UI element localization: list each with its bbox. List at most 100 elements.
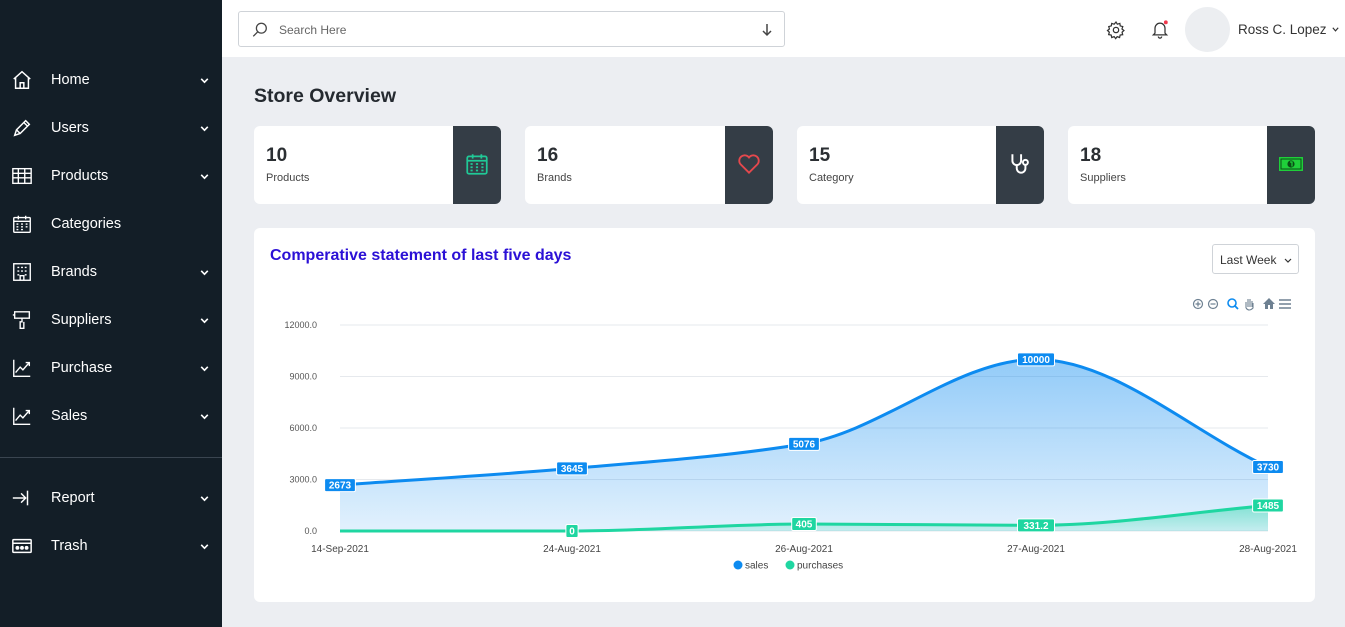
svg-text:0: 0 xyxy=(569,527,575,538)
data-label: 5076 xyxy=(788,436,820,451)
sidebar-item-purchase[interactable]: Purchase xyxy=(0,348,222,388)
chevron-down-icon xyxy=(200,174,209,180)
search-input[interactable] xyxy=(279,20,739,40)
zoom-out-icon[interactable] xyxy=(1207,298,1219,310)
gear-icon[interactable] xyxy=(1106,20,1126,40)
y-tick-label: 12000.0 xyxy=(284,320,317,330)
heart-icon xyxy=(738,154,760,174)
chevron-down-icon[interactable] xyxy=(1331,25,1340,34)
stat-label: Products xyxy=(266,172,310,184)
sidebar-item-home[interactable]: Home xyxy=(0,60,222,100)
x-tick-label: 14-Sep-2021 xyxy=(311,544,369,555)
x-axis-ticks: 14-Sep-2021 24-Aug-2021 26-Aug-2021 27-Aug-… xyxy=(311,544,1297,555)
chevron-down-icon xyxy=(200,78,209,84)
chart-toolbar xyxy=(1192,298,1291,311)
stat-label: Category xyxy=(809,172,854,184)
legend-item-purchases[interactable]: purchases xyxy=(785,560,844,572)
sidebar-item-users[interactable]: Users xyxy=(0,108,222,148)
svg-text:3730: 3730 xyxy=(1257,463,1280,474)
stat-card-products[interactable]: 10 Products xyxy=(254,126,501,204)
home-reset-icon[interactable] xyxy=(1263,298,1275,309)
table-icon xyxy=(12,167,32,185)
data-label: 10000 xyxy=(1017,352,1055,367)
zoom-selection-icon[interactable] xyxy=(1227,298,1239,310)
chevron-down-icon xyxy=(200,496,209,502)
paint-roller-icon xyxy=(12,311,31,329)
sidebar-item-categories[interactable]: Categories xyxy=(0,204,222,244)
range-select[interactable]: Last Week xyxy=(1212,244,1299,274)
data-label: 3645 xyxy=(556,461,588,476)
stat-label: Suppliers xyxy=(1080,172,1126,184)
chevron-down-icon xyxy=(200,366,209,372)
money-icon xyxy=(1279,157,1303,171)
y-tick-label: 0.0 xyxy=(304,526,317,536)
chart-data-labels: 2673 3645 5076 10000 3730 0 405 331.2 1485 xyxy=(324,352,1284,538)
chart-title: Comperative statement of last five days xyxy=(270,247,572,264)
pan-hand-icon[interactable] xyxy=(1245,299,1254,311)
stat-card-brands[interactable]: 16 Brands xyxy=(525,126,773,204)
zoom-in-icon[interactable] xyxy=(1192,298,1204,310)
bell-icon[interactable] xyxy=(1150,19,1170,39)
y-tick-label: 3000.0 xyxy=(289,475,317,485)
trend-up-icon xyxy=(13,407,31,425)
chevron-down-icon xyxy=(200,414,209,420)
sidebar-item-label: Report xyxy=(51,490,95,506)
stat-label: Brands xyxy=(537,172,572,184)
chart-legend[interactable]: sales purchases xyxy=(733,560,844,572)
stat-value: 18 xyxy=(1080,145,1102,166)
dots-box-icon xyxy=(12,538,32,554)
stat-card-category[interactable]: 15 Category xyxy=(797,126,1044,204)
building-icon xyxy=(13,263,31,281)
svg-text:5076: 5076 xyxy=(793,439,816,450)
chevron-down-icon xyxy=(200,270,209,276)
data-label: 1485 xyxy=(1252,498,1284,513)
legend-item-sales[interactable]: sales xyxy=(733,560,769,572)
user-name[interactable]: Ross C. Lopez xyxy=(1238,22,1327,37)
calendar-icon xyxy=(466,154,488,175)
data-label: 3730 xyxy=(1252,459,1284,474)
data-label: 2673 xyxy=(324,478,356,493)
top-header: Ross C. Lopez xyxy=(222,0,1345,57)
menu-icon[interactable] xyxy=(1279,299,1291,309)
sidebar-item-label: Products xyxy=(51,168,109,184)
chevron-down-icon xyxy=(1284,258,1292,263)
stat-icon-box xyxy=(453,126,501,204)
svg-text:331.2: 331.2 xyxy=(1023,521,1048,532)
search-icon xyxy=(252,22,267,37)
sidebar-item-label: Home xyxy=(51,72,90,88)
home-icon xyxy=(13,70,31,89)
svg-text:10000: 10000 xyxy=(1022,355,1050,366)
stat-value: 10 xyxy=(266,145,288,166)
y-tick-label: 9000.0 xyxy=(289,372,317,382)
sidebar: Home Users Products Categories Brands Su… xyxy=(0,0,222,627)
stat-icon-box xyxy=(1267,126,1315,204)
sign-in-arrow-icon xyxy=(12,490,29,506)
sidebar-item-brands[interactable]: Brands xyxy=(0,252,222,292)
sidebar-item-products[interactable]: Products xyxy=(0,156,222,196)
sidebar-item-trash[interactable]: Trash xyxy=(0,526,222,566)
sidebar-item-label: Purchase xyxy=(51,360,113,376)
x-tick-label: 26-Aug-2021 xyxy=(775,544,833,555)
y-tick-label: 6000.0 xyxy=(289,423,317,433)
stat-icon-box xyxy=(996,126,1044,204)
sidebar-divider xyxy=(0,457,222,458)
sidebar-item-label: Sales xyxy=(51,408,88,424)
sidebar-item-label: Suppliers xyxy=(51,312,112,328)
data-label: 405 xyxy=(791,517,817,532)
data-label: 0 xyxy=(565,524,579,538)
down-arrow-icon[interactable] xyxy=(760,22,774,38)
search-box[interactable] xyxy=(238,11,785,47)
sidebar-item-label: Users xyxy=(51,120,89,136)
chevron-down-icon xyxy=(200,544,209,550)
calendar-icon xyxy=(13,215,31,233)
sidebar-item-suppliers[interactable]: Suppliers xyxy=(0,300,222,340)
data-label: 331.2 xyxy=(1017,518,1055,533)
sidebar-item-sales[interactable]: Sales xyxy=(0,396,222,436)
svg-text:purchases: purchases xyxy=(797,561,843,572)
sidebar-item-report[interactable]: Report xyxy=(0,478,222,518)
svg-text:405: 405 xyxy=(796,520,813,531)
avatar[interactable] xyxy=(1185,7,1230,52)
x-tick-label: 24-Aug-2021 xyxy=(543,544,601,555)
stat-card-suppliers[interactable]: 18 Suppliers xyxy=(1068,126,1315,204)
trend-up-icon xyxy=(13,359,31,377)
